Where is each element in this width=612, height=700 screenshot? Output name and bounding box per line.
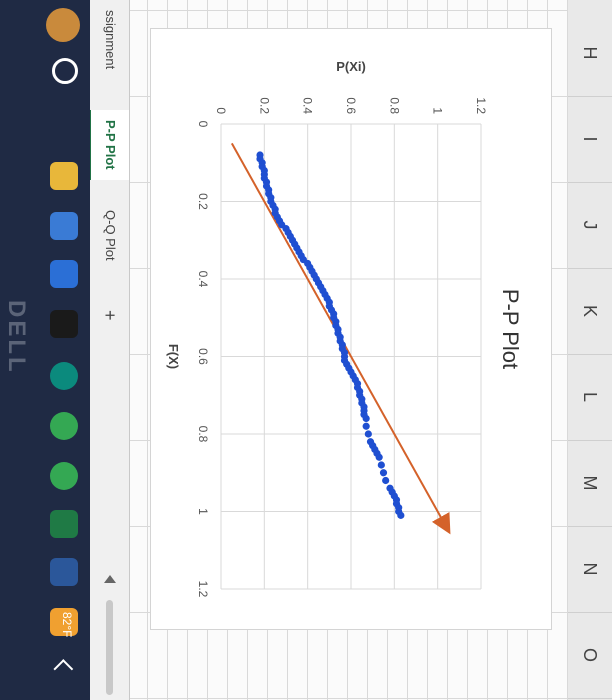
x-tick-label: 0 [196,121,210,128]
x-tick-label: 0.4 [196,271,210,288]
chart-canvas: P-P Plot 0 0.2 0.4 0.6 0.8 1 1.2 0 0.2 0.4 0.6 0.8 1 1… [166,59,523,598]
chrome-icon[interactable] [50,412,78,440]
file-explorer-icon[interactable] [50,162,78,190]
data-point [397,511,405,519]
pp-plot-chart[interactable]: P-P Plot 0 0.2 0.4 0.6 0.8 1 1.2 0 0.2 0.4 0.6 0.8 1 1… [150,28,552,630]
x-tick-label: 1.2 [196,581,210,598]
column-gridline [130,10,568,11]
sheet-tab-bar: ssignment P-P Plot Q-Q Plot + [88,0,130,700]
dell-app-icon[interactable] [50,310,78,338]
sheet-tab-ssignment[interactable]: ssignment [103,10,118,70]
y-axis-label: P(Xi) [336,59,366,74]
mail-icon[interactable] [50,260,78,288]
search-icon[interactable] [52,58,78,84]
data-point [364,430,372,438]
sheet-tab-q-q-plot[interactable]: Q-Q Plot [103,210,118,261]
column-header-j[interactable]: J [568,182,612,269]
x-tick-label: 1 [196,508,210,515]
start-button-avatar[interactable] [46,8,80,42]
y-tick-label: 0.2 [257,97,271,114]
y-tick-label: 0.4 [301,97,315,114]
temperature-label: 82°F [60,612,74,638]
data-point [362,422,370,430]
y-tick-label: 0.8 [387,97,401,114]
horizontal-scrollbar[interactable] [106,600,113,695]
y-tick-label: 0.6 [344,97,358,114]
column-header-m[interactable]: M [568,440,612,527]
data-point [382,476,390,485]
column-header-h[interactable]: H [568,10,612,97]
x-tick-label: 0.6 [196,348,210,365]
data-point [377,461,385,469]
row-gridline [567,0,568,700]
scroll-left-icon[interactable] [104,575,116,583]
x-axis-label: F(X) [166,344,181,369]
column-gridline [130,698,568,699]
x-tick-label: 0.8 [196,426,210,443]
dell-brand-label: DELL [3,300,30,375]
column-header-i[interactable]: I [568,96,612,183]
column-header-k[interactable]: K [568,268,612,355]
store-icon[interactable] [50,212,78,240]
column-header-n[interactable]: N [568,526,612,613]
add-sheet-button[interactable]: + [100,310,120,321]
chrome-icon[interactable] [50,462,78,490]
column-header-o[interactable]: O [568,612,612,699]
column-header-l[interactable]: L [568,354,612,441]
data-point [379,469,388,477]
y-tick-label: 0 [214,107,228,114]
data-point [362,414,370,423]
chart-title: P-P Plot [498,289,523,369]
windows-taskbar: DELL 82°F [0,0,90,700]
row-gridline [147,0,148,700]
edge-icon[interactable] [50,362,78,390]
x-tick-label: 0.2 [196,193,210,210]
word-icon[interactable] [50,558,78,586]
chevron-up-icon[interactable] [53,659,74,679]
data-point [375,453,383,461]
y-tick-label: 1 [431,107,445,114]
y-tick-label: 1.2 [474,97,488,114]
task-view-icon[interactable] [50,112,78,140]
sheet-tab-p-p-plot[interactable]: P-P Plot [88,110,129,180]
excel-icon[interactable] [50,510,78,538]
